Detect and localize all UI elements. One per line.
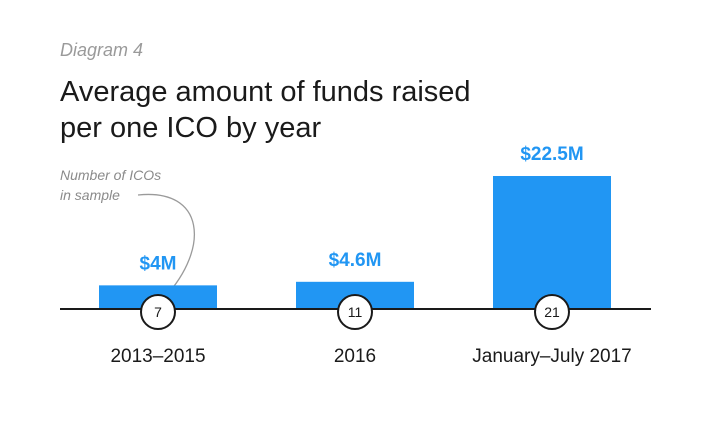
sample-annotation: Number of ICOs in sample — [60, 165, 161, 205]
sample-annotation-line-1: Number of ICOs — [60, 167, 162, 183]
chart-title-line-2: per one ICO by year — [60, 112, 322, 144]
chart-title-line-1: Average amount of funds raised — [60, 76, 471, 108]
sample-count-badge — [140, 294, 176, 330]
sample-count-label: 21 — [544, 304, 560, 320]
chart-title: Average amount of funds raised per one I… — [60, 74, 471, 146]
annotation-arrow — [137, 193, 196, 298]
x-tick-label: 2016 — [334, 346, 376, 367]
bar-value-label: $22.5M — [520, 144, 583, 165]
bars-layer — [99, 176, 611, 309]
bar — [493, 176, 611, 309]
marks-layer: $4M 7 2013–2015 $4.6M 11 2016 $22.5M 21 January–… — [110, 144, 631, 367]
diagram-subtitle: Diagram 4 — [60, 40, 144, 60]
sample-annotation-line-2: in sample — [60, 187, 120, 203]
sample-count-label: 7 — [154, 304, 162, 320]
bar-value-label: $4.6M — [329, 250, 382, 271]
x-tick-label: January–July 2017 — [472, 346, 632, 367]
sample-count-badge — [534, 294, 570, 330]
sample-count-badge — [337, 294, 373, 330]
bar-value-label: $4M — [140, 253, 177, 274]
sample-count-label: 11 — [348, 304, 363, 320]
x-tick-label: 2013–2015 — [110, 346, 205, 367]
